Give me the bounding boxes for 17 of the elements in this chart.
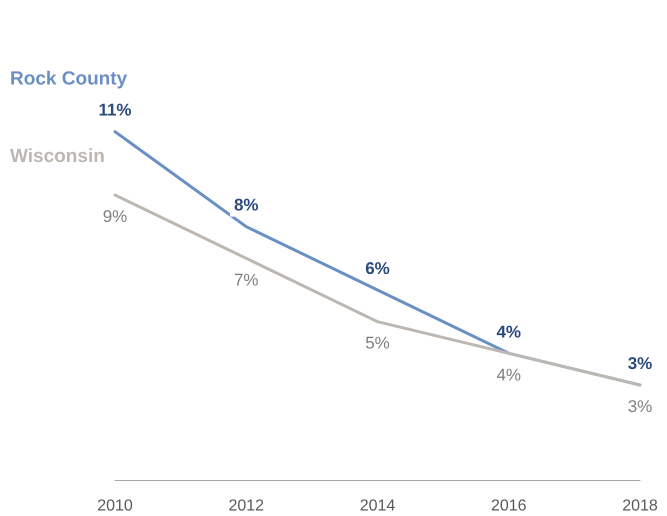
data-label: 4% [496,365,522,384]
data-label: 7% [234,270,259,290]
x-tick-label: 2016 [490,498,527,514]
data-label: 5% [365,334,390,353]
data-label: 3% [628,354,652,373]
data-label: 4% [496,322,522,342]
data-label: 3% [628,397,652,416]
data-label: 6% [365,259,390,278]
x-tick-label: 2018 [622,498,658,514]
x-tick-label: 2010 [97,498,133,514]
x-tick-label: 2012 [228,498,264,514]
x-tick-label: 2014 [360,498,396,514]
text: Rock County [10,68,128,90]
series-label: Wisconsin [10,146,105,167]
data-label: 11% [98,100,132,120]
data-label: 9% [102,207,128,226]
data-label: 8% [234,196,259,215]
